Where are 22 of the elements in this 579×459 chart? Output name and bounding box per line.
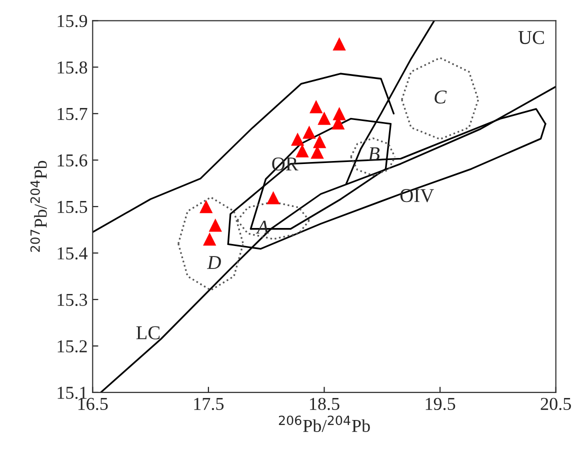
x-tick-label: 19.5 xyxy=(426,398,456,410)
x-tick-label: 17.5 xyxy=(194,398,224,410)
x-tick-label: 16.5 xyxy=(78,398,108,410)
x-tick-label: 18.5 xyxy=(310,398,340,410)
y-tick-label: 15.8 xyxy=(58,61,88,74)
y-tick-label: 15.9 xyxy=(58,14,88,28)
y-tick-label: 15.6 xyxy=(58,154,88,167)
annotation: C xyxy=(434,90,447,104)
annotation: LC xyxy=(136,326,160,340)
y-tick-label: 15.4 xyxy=(58,247,88,260)
x-axis-title: $^{206}$Pb/$^{204}$Pb xyxy=(278,416,370,432)
annotation: UC xyxy=(518,31,544,44)
y-tick-label: 15.2 xyxy=(58,340,87,352)
y-axis-title: $^{207}$Pb/$^{204}$Pb xyxy=(30,160,47,252)
y-tick-label: 15.3 xyxy=(58,294,88,306)
annotation: B xyxy=(368,147,380,160)
x-tick-label: 20.5 xyxy=(540,398,571,410)
y-tick-label: 15.5 xyxy=(58,200,88,214)
annotation: D xyxy=(206,256,221,269)
y-tick-label: 15.7 xyxy=(58,108,88,120)
y-tick-label: 15.1 xyxy=(58,386,87,399)
annotation: OIV xyxy=(400,189,434,202)
